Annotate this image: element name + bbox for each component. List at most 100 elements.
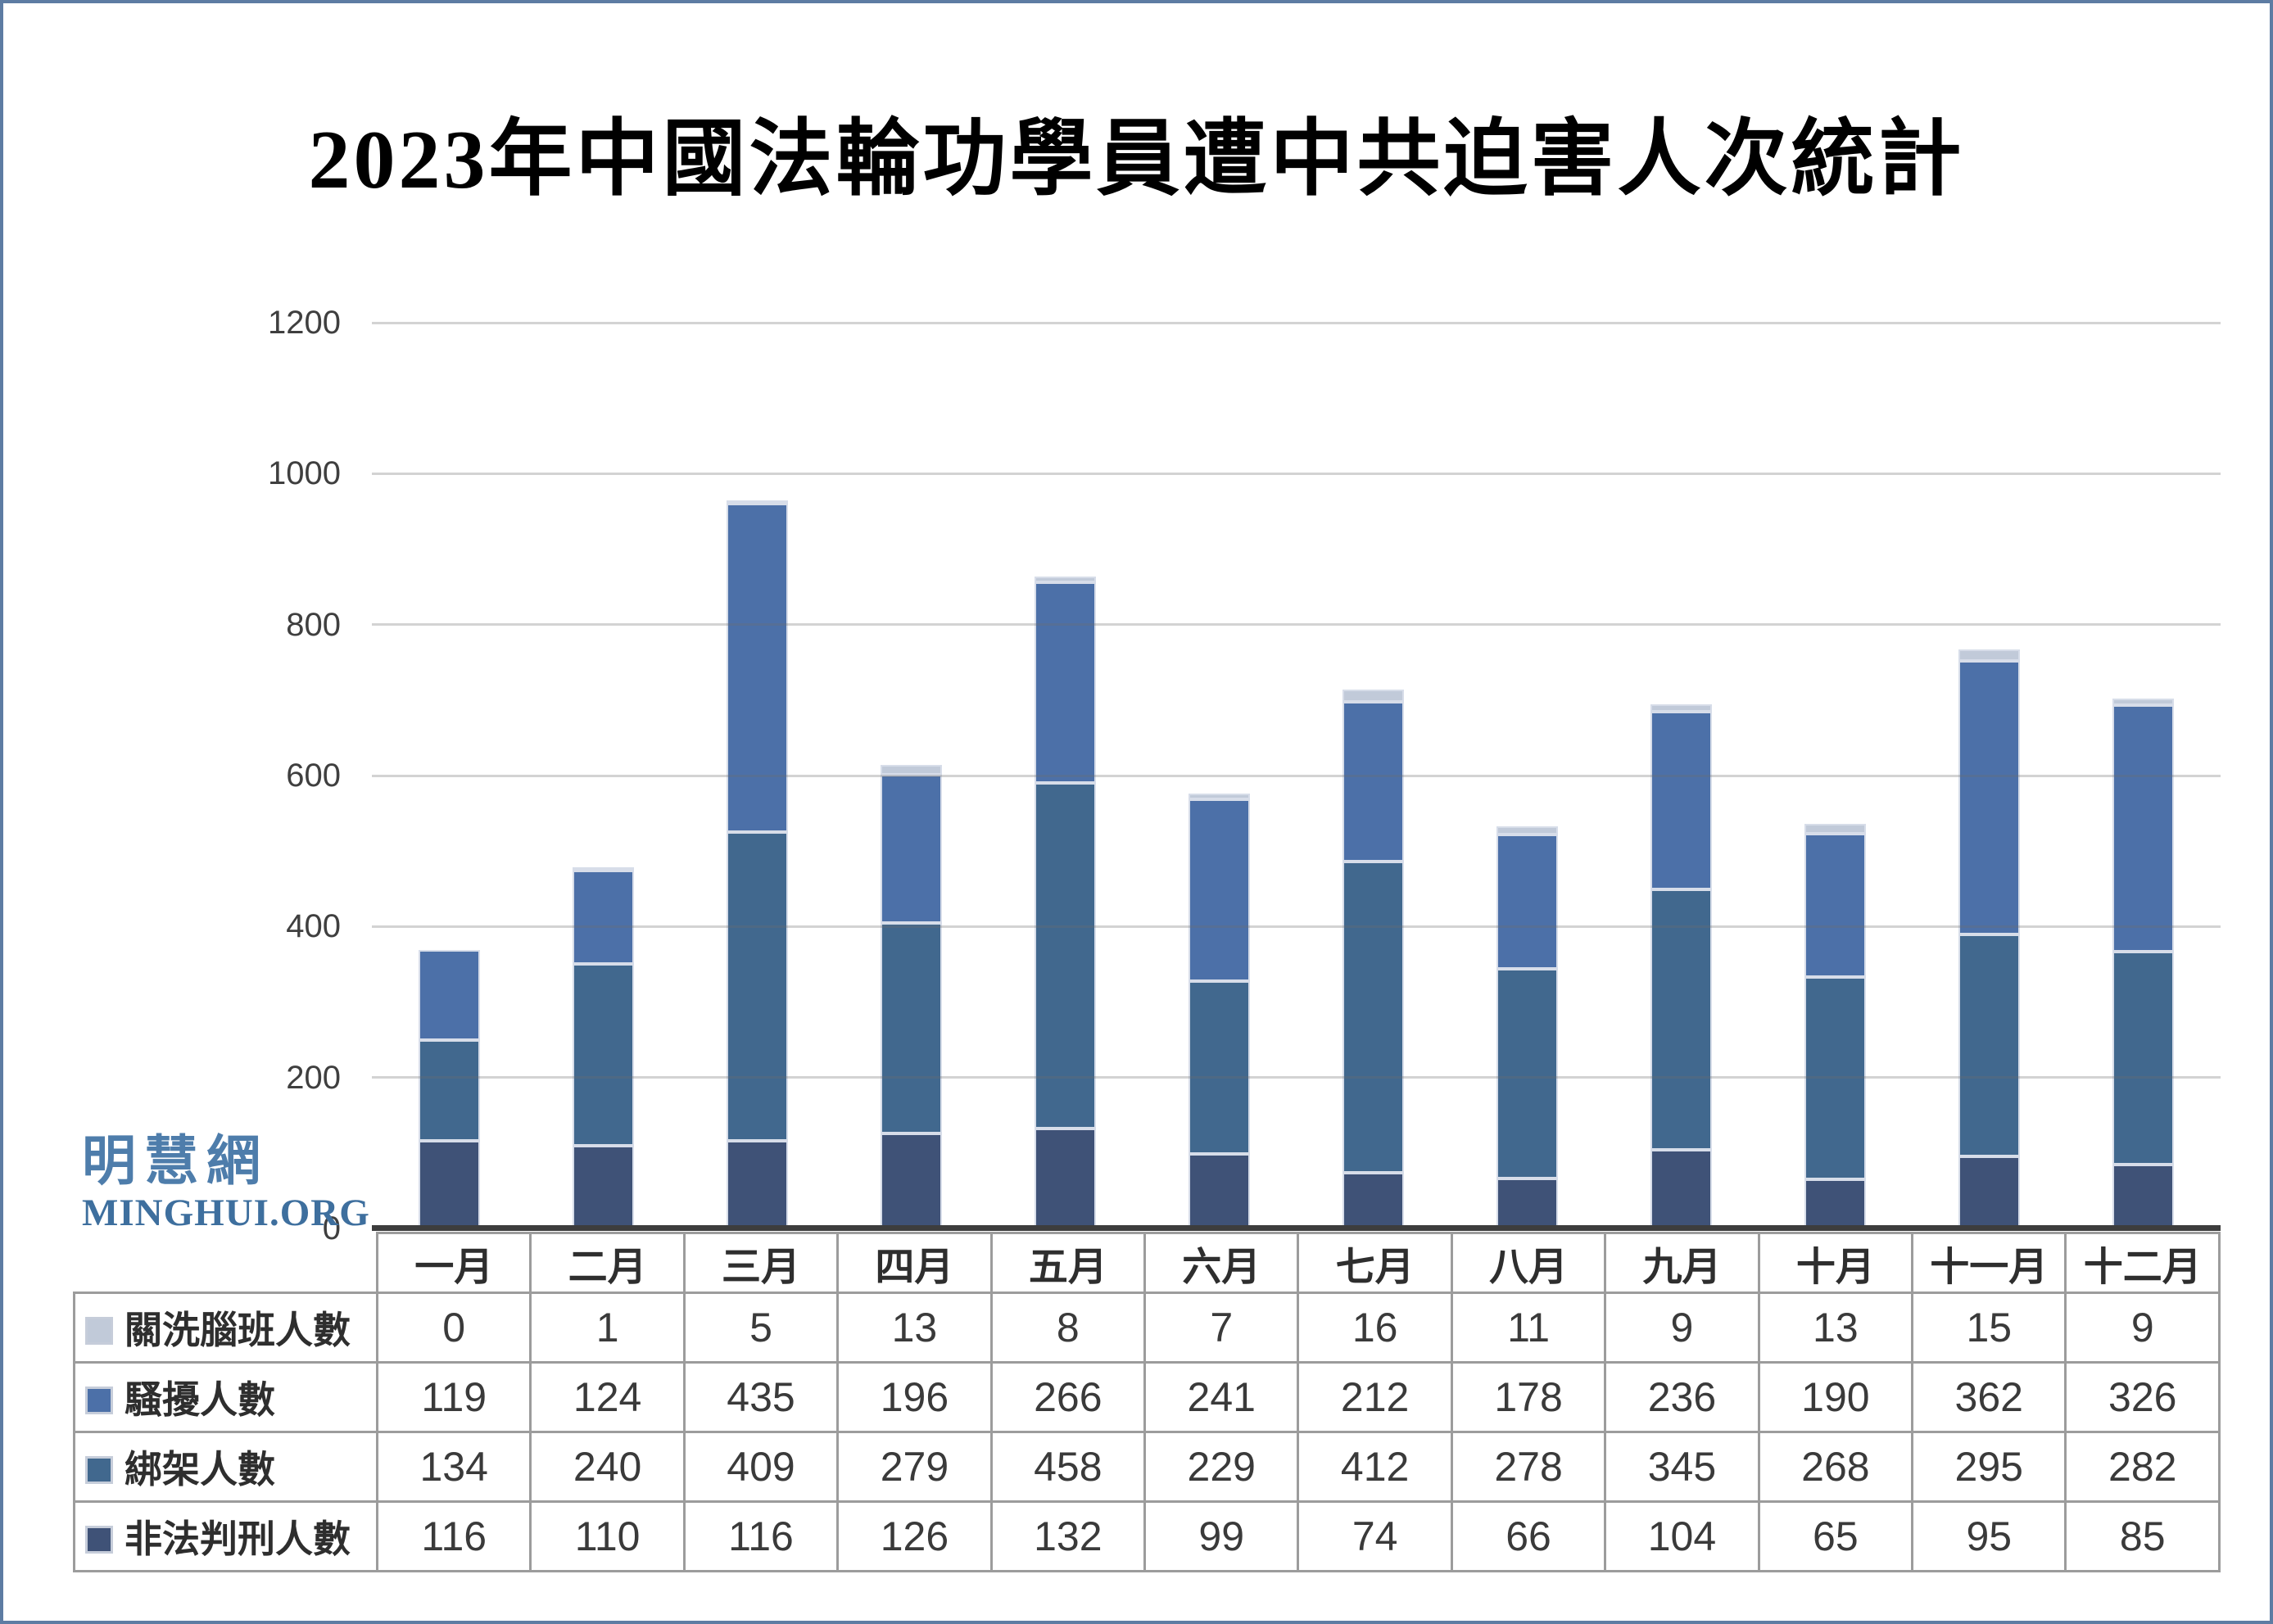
bar-segment xyxy=(2112,705,2175,952)
month-header: 四月 xyxy=(836,1232,993,1294)
bar-segment xyxy=(1804,824,1867,834)
bar-segment xyxy=(1496,968,1559,1179)
bar-segment xyxy=(1188,794,1250,799)
bar-segment xyxy=(1958,934,2021,1157)
value-cell: 458 xyxy=(989,1431,1147,1503)
minghui-logo-url: MINGHUI.ORG xyxy=(82,1192,370,1234)
bar-segment xyxy=(1343,862,1405,1173)
value-cell: 9 xyxy=(2064,1292,2221,1364)
gridline xyxy=(372,472,2221,475)
bar-segment xyxy=(1496,1178,1559,1228)
month-header: 八月 xyxy=(1450,1232,1607,1294)
month-header: 十月 xyxy=(1757,1232,1914,1294)
bar-segment xyxy=(1650,711,1713,890)
plot-area xyxy=(372,321,2221,1228)
y-axis-tick-label: 600 xyxy=(286,758,341,794)
month-header: 九月 xyxy=(1604,1232,1760,1294)
value-cell: 116 xyxy=(682,1500,840,1572)
value-cell: 5 xyxy=(682,1292,840,1364)
bar-segment xyxy=(572,964,634,1146)
bar-segment xyxy=(1650,889,1713,1151)
value-cell: 13 xyxy=(836,1292,993,1364)
bar-segment xyxy=(1496,834,1559,969)
stacked-bar-二月 xyxy=(572,867,634,1228)
month-header: 二月 xyxy=(529,1232,686,1294)
bar-segment xyxy=(1034,576,1096,583)
value-cell: 240 xyxy=(529,1431,686,1503)
value-cell: 345 xyxy=(1604,1431,1760,1503)
value-cell: 229 xyxy=(1143,1431,1300,1503)
value-cell: 241 xyxy=(1143,1361,1300,1433)
value-cell: 126 xyxy=(836,1500,993,1572)
value-cell: 236 xyxy=(1604,1361,1760,1433)
value-cell: 212 xyxy=(1297,1361,1453,1433)
minghui-logo: 明慧網 MINGHUI.ORG xyxy=(82,1135,370,1234)
bar-segment xyxy=(1343,689,1405,702)
bar-segment xyxy=(1804,833,1867,978)
bar-segment xyxy=(880,765,942,776)
table-row: 綁架人數 134 240 409 279 458 229 412 278 345 268 295 282 xyxy=(73,1431,2221,1503)
value-cell: 190 xyxy=(1757,1361,1914,1433)
legend-swatch xyxy=(85,1317,113,1346)
value-cell: 268 xyxy=(1757,1431,1914,1503)
stacked-bar-六月 xyxy=(1188,794,1250,1228)
y-axis-tick-label: 400 xyxy=(286,908,341,945)
bar-segment xyxy=(1650,1150,1713,1228)
bar-segment xyxy=(1804,1179,1867,1228)
gridline xyxy=(372,1076,2221,1079)
value-cell: 66 xyxy=(1450,1500,1607,1572)
month-header: 十二月 xyxy=(2064,1232,2221,1294)
value-cell: 435 xyxy=(682,1361,840,1433)
month-header: 十一月 xyxy=(1911,1232,2067,1294)
bar-segment xyxy=(726,500,788,504)
stacked-bar-十一月 xyxy=(1958,649,2021,1228)
value-cell: 11 xyxy=(1450,1292,1607,1364)
value-cell: 9 xyxy=(1604,1292,1760,1364)
value-cell: 409 xyxy=(682,1431,840,1503)
gridline xyxy=(372,774,2221,777)
value-cell: 362 xyxy=(1911,1361,2067,1433)
value-cell: 326 xyxy=(2064,1361,2221,1433)
value-cell: 7 xyxy=(1143,1292,1300,1364)
series-label: 騷擾人數 xyxy=(125,1379,275,1421)
stacked-bar-十二月 xyxy=(2112,699,2175,1228)
month-header: 七月 xyxy=(1297,1232,1453,1294)
table-corner-cell xyxy=(75,1233,378,1293)
value-cell: 266 xyxy=(989,1361,1147,1433)
value-cell: 13 xyxy=(1757,1292,1914,1364)
gridline xyxy=(372,623,2221,627)
series-label: 非法判刑人數 xyxy=(125,1518,351,1560)
bar-segment xyxy=(1650,704,1713,712)
stacked-bar-五月 xyxy=(1034,576,1096,1228)
stacked-bar-四月 xyxy=(880,765,942,1228)
series-label-cell: 騷擾人數 xyxy=(73,1361,378,1433)
value-cell: 110 xyxy=(529,1500,686,1572)
value-cell: 104 xyxy=(1604,1500,1760,1572)
bar-segment xyxy=(418,949,480,1040)
table-row: 關洗腦班人數 0 1 5 13 8 7 16 11 9 13 15 9 xyxy=(73,1292,2221,1364)
bar-segment xyxy=(572,871,634,965)
value-cell: 178 xyxy=(1450,1361,1607,1433)
data-table-body: 關洗腦班人數 0 1 5 13 8 7 16 11 9 13 15 9 騷擾人數 119 124 435 196 2… xyxy=(73,1292,2221,1572)
legend-swatch xyxy=(85,1387,113,1415)
y-axis-tick-label: 1200 xyxy=(268,305,341,341)
bar-segment xyxy=(2112,1164,2175,1228)
bar-segment xyxy=(1188,1153,1250,1228)
stacked-bar-七月 xyxy=(1343,689,1405,1228)
value-cell: 65 xyxy=(1757,1500,1914,1572)
bar-segment xyxy=(418,1039,480,1142)
value-cell: 16 xyxy=(1297,1292,1453,1364)
bar-segment xyxy=(2112,951,2175,1165)
gridline xyxy=(372,925,2221,928)
table-row: 騷擾人數 119 124 435 196 266 241 212 178 236 190 362 326 xyxy=(73,1361,2221,1433)
bar-segment xyxy=(726,1141,788,1228)
value-cell: 412 xyxy=(1297,1431,1453,1503)
bar-segment xyxy=(880,775,942,923)
bar-segment xyxy=(2112,699,2175,706)
bar-segment xyxy=(1343,701,1405,862)
value-cell: 95 xyxy=(1911,1500,2067,1572)
month-header: 六月 xyxy=(1143,1232,1300,1294)
table-row: 非法判刑人數 116 110 116 126 132 99 74 66 104 65 95 85 xyxy=(73,1500,2221,1572)
bar-segment xyxy=(1958,649,2021,661)
